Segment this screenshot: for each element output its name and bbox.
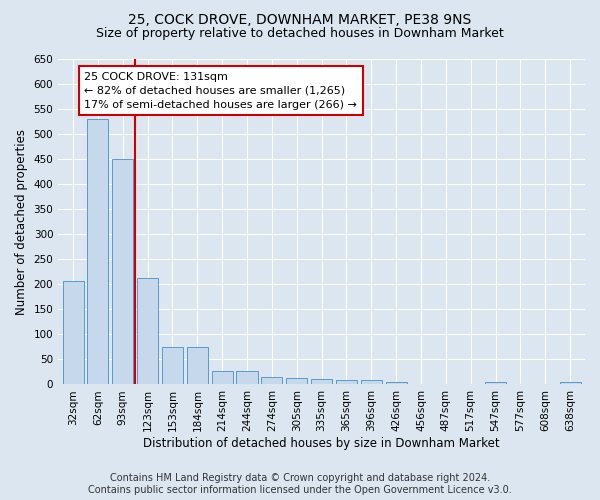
Bar: [485, 382, 506, 384]
Bar: [62, 281, 83, 384]
Text: Size of property relative to detached houses in Downham Market: Size of property relative to detached ho…: [96, 28, 504, 40]
Bar: [386, 382, 407, 384]
Bar: [112, 159, 133, 384]
Bar: [262, 377, 283, 384]
Bar: [187, 347, 208, 385]
Bar: [137, 278, 158, 384]
Bar: [162, 347, 183, 385]
Bar: [361, 380, 382, 384]
Bar: [286, 378, 307, 384]
Bar: [236, 371, 257, 384]
Text: Contains HM Land Registry data © Crown copyright and database right 2024.
Contai: Contains HM Land Registry data © Crown c…: [88, 474, 512, 495]
Bar: [88, 119, 109, 384]
Bar: [212, 371, 233, 384]
Text: 25 COCK DROVE: 131sqm
← 82% of detached houses are smaller (1,265)
17% of semi-d: 25 COCK DROVE: 131sqm ← 82% of detached …: [84, 72, 357, 110]
Text: 25, COCK DROVE, DOWNHAM MARKET, PE38 9NS: 25, COCK DROVE, DOWNHAM MARKET, PE38 9NS: [128, 12, 472, 26]
Y-axis label: Number of detached properties: Number of detached properties: [15, 128, 28, 314]
Bar: [560, 382, 581, 384]
Bar: [336, 380, 357, 384]
X-axis label: Distribution of detached houses by size in Downham Market: Distribution of detached houses by size …: [143, 437, 500, 450]
Bar: [311, 380, 332, 384]
